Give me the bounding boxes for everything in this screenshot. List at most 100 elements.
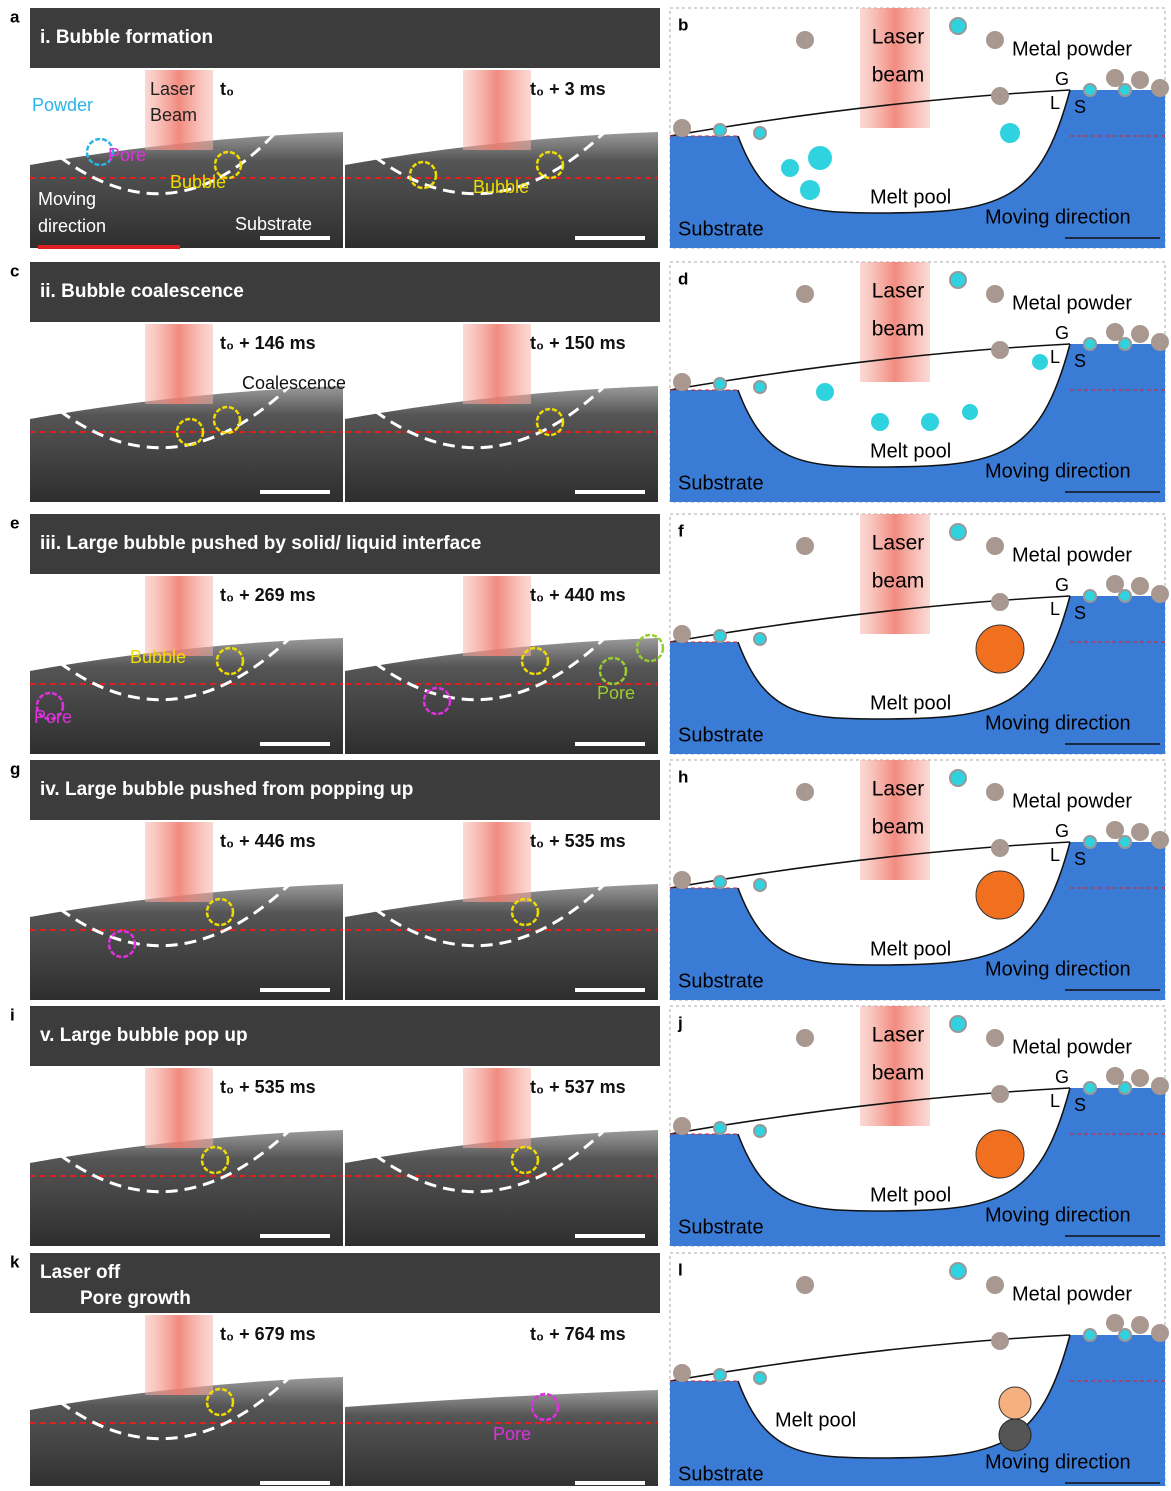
panel-letter: e	[10, 513, 19, 532]
schematic-label: beam	[872, 318, 925, 341]
laser-beam	[463, 576, 531, 656]
schematic-label: Melt pool	[870, 938, 951, 960]
schematic-label: Laser	[872, 26, 925, 49]
schematic-label: L	[1050, 93, 1060, 113]
powder-particle	[1151, 1077, 1169, 1095]
schematic-label: Substrate	[678, 970, 764, 992]
powder-particle	[991, 593, 1009, 611]
panel-letter: a	[10, 7, 20, 26]
time-label: t₀ + 679 ms	[220, 1324, 316, 1344]
video-frame: t₀ + 679 ms	[30, 1315, 343, 1486]
schematic-label: Melt pool	[870, 692, 951, 714]
coated-particle	[1084, 1329, 1096, 1341]
schematic-label: Substrate	[678, 1463, 764, 1485]
powder-particle	[991, 1085, 1009, 1103]
schematic-label: Metal powder	[1012, 544, 1132, 566]
annotation: Bubble	[130, 647, 186, 667]
powder-particle	[673, 373, 691, 391]
coated-particle	[1084, 1082, 1096, 1094]
laser-beam	[463, 70, 531, 150]
laser-beam	[145, 1315, 213, 1395]
powder-particle	[991, 839, 1009, 857]
schematic-label: S	[1074, 603, 1086, 623]
schematic-label: S	[1074, 351, 1086, 371]
powder-particle	[796, 783, 814, 801]
annotation: Substrate	[235, 214, 312, 234]
schematic-label: Laser	[872, 280, 925, 303]
coated-particle	[950, 1016, 966, 1032]
bubble	[800, 180, 820, 200]
schematic-label: Metal powder	[1012, 1036, 1132, 1058]
powder-particle	[673, 1364, 691, 1382]
schematic-label: Laser	[872, 532, 925, 555]
bubble	[999, 1387, 1031, 1419]
laser-beam	[463, 822, 531, 902]
coated-particle	[1084, 338, 1096, 350]
coated-particle	[714, 630, 726, 642]
schematic-label: G	[1055, 821, 1069, 841]
powder-particle	[673, 625, 691, 643]
annotation: Bubble	[473, 177, 529, 197]
schematic-label: G	[1055, 1067, 1069, 1087]
schematic-label: beam	[872, 1062, 925, 1085]
schematic-label: Melt pool	[775, 1409, 856, 1431]
laser-beam	[145, 324, 213, 404]
coated-particle	[754, 1125, 766, 1137]
coated-particle	[1119, 836, 1131, 848]
schematic-label: Substrate	[678, 472, 764, 494]
figure: ai. Bubble formationt₀LaserBeamPowderPor…	[0, 0, 1171, 1486]
annotation: Pore	[108, 145, 146, 165]
annotation: Pore	[493, 1424, 531, 1444]
powder-particle	[1131, 1069, 1149, 1087]
time-label: t₀ + 446 ms	[220, 831, 316, 851]
coated-particle	[1119, 338, 1131, 350]
coated-particle	[714, 124, 726, 136]
annotation: Bubble	[170, 172, 226, 192]
time-label: t₀ + 537 ms	[530, 1077, 626, 1097]
coated-particle	[1084, 590, 1096, 602]
powder-particle	[673, 1117, 691, 1135]
schematic-label: Moving direction	[985, 460, 1131, 482]
coated-particle	[1119, 1329, 1131, 1341]
schematic-label: L	[1050, 599, 1060, 619]
schematic-label: S	[1074, 97, 1086, 117]
powder-particle	[1131, 577, 1149, 595]
bubble	[781, 159, 799, 177]
schematic-label: G	[1055, 323, 1069, 343]
bubble	[808, 146, 832, 170]
schematic-label: Moving direction	[985, 206, 1131, 228]
coated-particle	[1119, 1082, 1131, 1094]
coated-particle	[754, 381, 766, 393]
powder-particle	[796, 537, 814, 555]
panel-letter: f	[678, 521, 684, 540]
schematic-label: Substrate	[678, 724, 764, 746]
schematic-label: Moving direction	[985, 1204, 1131, 1226]
powder-particle	[796, 31, 814, 49]
powder-particle	[1151, 585, 1169, 603]
schematic-label: beam	[872, 816, 925, 839]
large-bubble	[976, 625, 1024, 673]
schematic-label: Metal powder	[1012, 38, 1132, 60]
coated-particle	[754, 633, 766, 645]
powder-particle	[986, 537, 1004, 555]
schematic-label: Moving direction	[985, 1451, 1131, 1473]
video-frame: t₀ + 446 ms	[30, 822, 343, 1000]
video-frame: t₀ + 150 ms	[345, 324, 658, 502]
powder-particle	[1131, 823, 1149, 841]
pore	[999, 1419, 1031, 1451]
coated-particle	[950, 18, 966, 34]
coated-particle	[1119, 590, 1131, 602]
powder-particle	[673, 119, 691, 137]
powder-particle	[986, 285, 1004, 303]
panel-letter: b	[678, 15, 688, 34]
coated-particle	[754, 127, 766, 139]
panel-letter: l	[678, 1260, 683, 1279]
laser-beam	[463, 1068, 531, 1148]
schematic-label: Laser	[872, 1024, 925, 1047]
annotation: Pore	[597, 683, 635, 703]
video-frame: t₀ + 146 msCoalescence	[30, 324, 346, 502]
coated-particle	[714, 378, 726, 390]
schematic-label: Substrate	[678, 218, 764, 240]
schematic-label: Moving direction	[985, 958, 1131, 980]
panel-letter: g	[10, 759, 20, 778]
